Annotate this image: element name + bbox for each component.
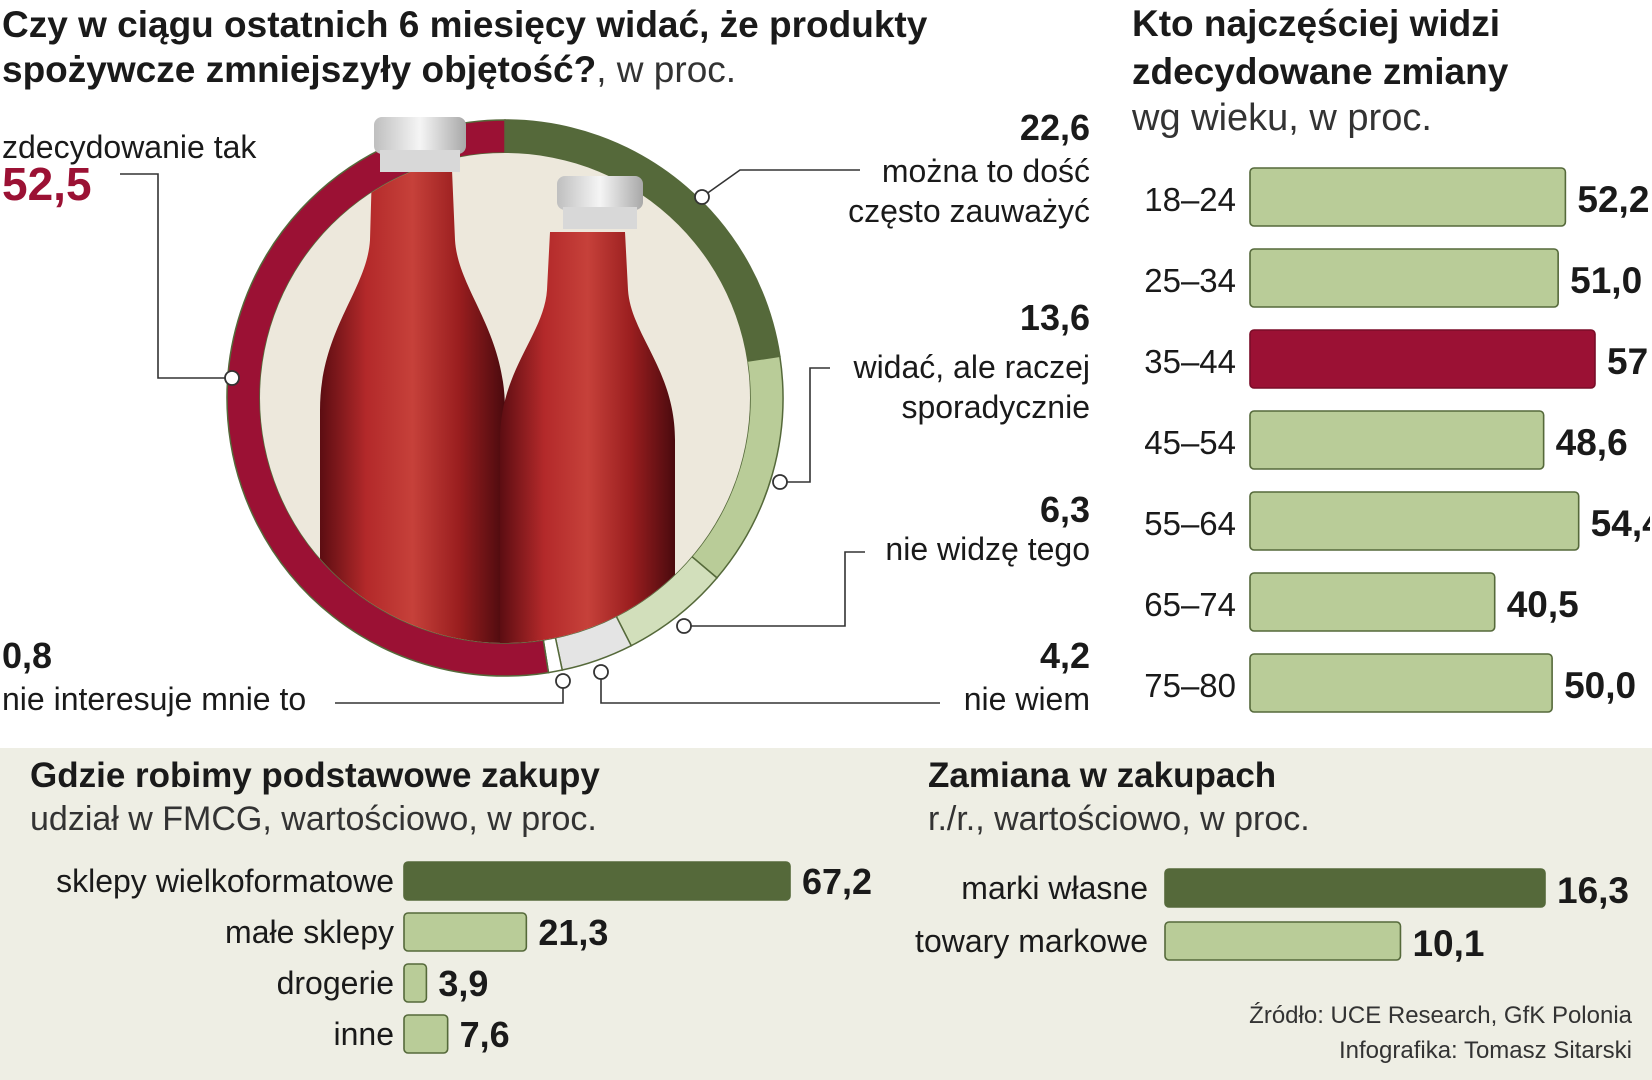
leader-dot-zdecydowanie-tak	[224, 370, 240, 386]
age-label-55-64: 55–64	[1144, 505, 1236, 542]
bottle-right	[500, 232, 675, 643]
age-bar-45-54	[1249, 410, 1545, 470]
donut-value-mozna-to-dosc-czesto-zauwazyc: 22,6	[1020, 107, 1090, 148]
shops-bar-sklepy-wielkoformatowe	[403, 861, 791, 901]
donut-label-nie-wiem-0: nie wiem	[964, 681, 1090, 717]
leader-dot-nie-interesuje-mnie-to	[555, 673, 571, 689]
donut-label-nie-interesuje-mnie-to-0: nie interesuje mnie to	[2, 681, 306, 717]
donut-label-mozna-to-dosc-czesto-zauwazyc-1: często zauważyć	[848, 193, 1090, 229]
bottle-right-neck	[563, 207, 637, 229]
switch-label-marki-wlasne: marki własne	[961, 870, 1148, 906]
donut-label-zdecydowanie-tak-0: zdecydowanie tak	[2, 129, 257, 165]
shops-bar-male-sklepy	[403, 912, 528, 952]
switch-bar-chart: marki własne 16,3 towary markowe 10,1	[915, 868, 1629, 964]
shops-value-sklepy-wielkoformatowe: 67,2	[802, 861, 872, 902]
bottle-left	[320, 170, 505, 643]
switch-bar-marki-wlasne	[1164, 868, 1546, 908]
donut-value-nie-wiem: 4,2	[1040, 635, 1090, 676]
switch-label-towary-markowe: towary markowe	[915, 923, 1148, 959]
age-label-25-34: 25–34	[1144, 262, 1236, 299]
switch-value-marki-wlasne: 16,3	[1557, 870, 1629, 911]
age-value-35-44: 57,1	[1607, 341, 1650, 382]
age-title-line2: zdecydowane zmiany	[1132, 51, 1509, 92]
age-title-line1: Kto najczęściej widzi	[1132, 3, 1501, 44]
donut-value-nie-widze-tego: 6,3	[1040, 489, 1090, 530]
shops-label-drogerie: drogerie	[277, 965, 394, 1001]
source-line: Źródło: UCE Research, GfK Polonia	[1249, 1002, 1632, 1029]
bottom-panel	[0, 748, 1652, 1080]
age-bar-25-34	[1249, 248, 1559, 308]
switch-subtitle: r./r., wartościowo, w proc.	[928, 800, 1310, 838]
leader-nie-interesuje-mnie-to	[335, 681, 564, 704]
switch-value-towary-markowe: 10,1	[1412, 923, 1484, 964]
age-value-45-54: 48,6	[1556, 422, 1628, 463]
age-value-18-24: 52,2	[1577, 179, 1649, 220]
donut-title-suffix: , w proc.	[596, 49, 737, 90]
shops-label-inne: inne	[334, 1016, 395, 1052]
credit-line: Infografika: Tomasz Sitarski	[1338, 1037, 1632, 1064]
age-label-65-74: 65–74	[1144, 586, 1236, 623]
age-bar-35-44	[1249, 329, 1596, 389]
age-label-18-24: 18–24	[1144, 181, 1236, 218]
age-bar-55-64	[1249, 491, 1580, 551]
age-title: Kto najczęściej widzi zdecydowane zmiany	[1132, 0, 1508, 96]
age-label-35-44: 35–44	[1144, 343, 1236, 380]
bottle-right-cap	[557, 176, 643, 210]
age-bar-75-80	[1249, 653, 1553, 713]
leader-zdecydowanie-tak	[120, 173, 232, 379]
leader-dot-nie-wiem	[593, 664, 609, 680]
shops-value-drogerie: 3,9	[438, 963, 488, 1004]
donut-value-zdecydowanie-tak: 52,5	[2, 158, 92, 210]
leader-widac-ale-raczej-sporadycznie	[780, 367, 830, 483]
age-bar-18-24	[1249, 167, 1567, 227]
shops-bar-inne	[403, 1014, 449, 1054]
age-label-75-80: 75–80	[1144, 667, 1236, 704]
shops-label-sklepy-wielkoformatowe: sklepy wielkoformatowe	[56, 863, 394, 899]
leader-dot-nie-widze-tego	[676, 618, 692, 634]
donut-title-line1: Czy w ciągu ostatnich 6 miesięcy widać, …	[2, 4, 928, 45]
donut-label-widac-ale-raczej-sporadycznie-1: sporadycznie	[901, 389, 1090, 425]
shops-title: Gdzie robimy podstawowe zakupy	[30, 756, 600, 795]
bottle-left-neck	[380, 150, 460, 172]
age-bar-65-74	[1249, 572, 1496, 632]
leader-mozna-to-dosc-czesto-zauwazyc	[701, 169, 860, 198]
switch-bar-towary-markowe	[1164, 921, 1402, 961]
age-value-65-74: 40,5	[1507, 584, 1579, 625]
age-value-75-80: 50,0	[1564, 665, 1636, 706]
age-bar-chart: 18–24 52,2 25–34 51,0 35–44 57,1 45–54 48,6 55–6…	[1144, 167, 1650, 713]
donut-value-widac-ale-raczej-sporadycznie: 13,6	[1020, 297, 1090, 338]
switch-title: Zamiana w zakupach	[928, 756, 1277, 795]
age-value-55-64: 54,4	[1591, 503, 1650, 544]
leader-dot-widac-ale-raczej-sporadycznie	[772, 474, 788, 490]
shops-bar-chart: sklepy wielkoformatowe 67,2 małe sklepy 21,…	[56, 861, 872, 1055]
shops-value-male-sklepy: 21,3	[538, 912, 608, 953]
shops-bar-drogerie	[403, 963, 428, 1003]
leader-nie-widze-tego	[684, 551, 865, 627]
age-label-45-54: 45–54	[1144, 424, 1236, 461]
donut-value-nie-interesuje-mnie-to: 0,8	[2, 635, 52, 676]
donut-label-mozna-to-dosc-czesto-zauwazyc-0: można to dość	[882, 153, 1090, 189]
donut-label-widac-ale-raczej-sporadycznie-0: widać, ale raczej	[852, 349, 1090, 385]
age-subtitle: wg wieku, w proc.	[1132, 97, 1432, 139]
donut-title: Czy w ciągu ostatnich 6 miesięcy widać, …	[2, 2, 927, 92]
age-value-25-34: 51,0	[1570, 260, 1642, 301]
shops-label-male-sklepy: małe sklepy	[225, 914, 394, 950]
donut-label-nie-widze-tego-0: nie widzę tego	[885, 531, 1090, 567]
leader-dot-mozna-to-dosc-czesto-zauwazyc	[694, 189, 710, 205]
donut-title-line2: spożywcze zmniejszyły objętość?	[2, 49, 597, 90]
leader-nie-wiem	[600, 672, 940, 704]
bottle-left-cap	[374, 117, 466, 154]
shops-value-inne: 7,6	[460, 1014, 510, 1055]
shops-subtitle: udział w FMCG, wartościowo, w proc.	[30, 800, 597, 838]
